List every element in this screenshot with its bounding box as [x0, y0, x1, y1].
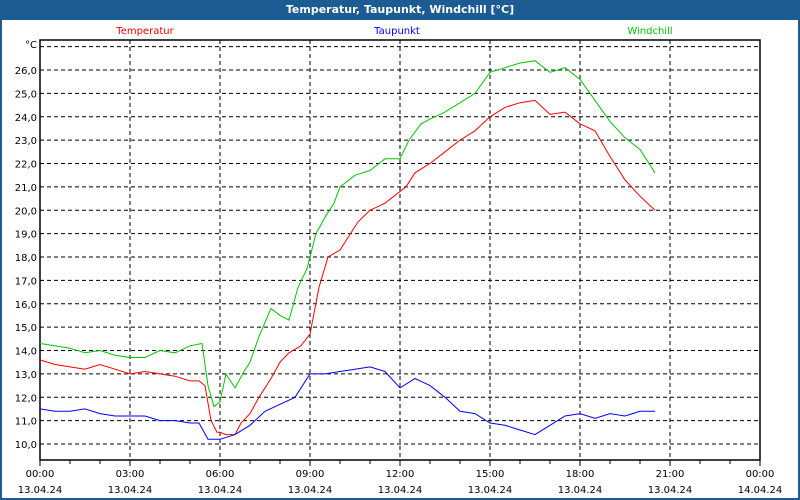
- x-tick-time-label: 09:00: [296, 469, 325, 480]
- x-tick-time-label: 03:00: [116, 469, 145, 480]
- x-tick-date-label: 13.04.24: [198, 485, 243, 496]
- y-tick-label: 21,0: [15, 183, 37, 194]
- x-tick-date-label: 13.04.24: [18, 485, 63, 496]
- y-tick-label: 20,0: [15, 206, 37, 217]
- y-tick-label: 24,0: [15, 113, 37, 124]
- y-tick-label: 15,0: [15, 323, 37, 334]
- y-tick-label: 17,0: [15, 276, 37, 287]
- y-tick-label: 18,0: [15, 253, 37, 264]
- y-tick-label: 22,0: [15, 160, 37, 171]
- y-tick-label: 25,0: [15, 89, 37, 100]
- x-tick-date-label: 13.04.24: [378, 485, 423, 496]
- x-tick-time-label: 18:00: [566, 469, 595, 480]
- x-tick-time-label: 21:00: [656, 469, 685, 480]
- y-tick-label: 13,0: [15, 370, 37, 381]
- series-line-windchill: [39, 60, 656, 408]
- y-tick-label: 10,0: [15, 440, 37, 451]
- y-tick-label: 23,0: [15, 136, 37, 147]
- legend-temperatur: Temperatur: [115, 26, 174, 37]
- x-tick-date-label: 13.04.24: [558, 485, 603, 496]
- x-tick-time-label: 00:00: [746, 469, 775, 480]
- x-tick-date-label: 14.04.24: [738, 485, 783, 496]
- y-tick-label: 12,0: [15, 393, 37, 404]
- y-tick-label: 14,0: [15, 347, 37, 358]
- y-tick-label: 26,0: [15, 66, 37, 77]
- x-tick-date-label: 13.04.24: [468, 485, 513, 496]
- x-tick-date-label: 13.04.24: [648, 485, 693, 496]
- y-tick-label: 11,0: [15, 417, 37, 428]
- legend-taupunkt: Taupunkt: [373, 26, 420, 37]
- x-tick-date-label: 13.04.24: [288, 485, 333, 496]
- window-title: Temperatur, Taupunkt, Windchill [°C]: [285, 3, 515, 16]
- x-tick-time-label: 06:00: [206, 469, 235, 480]
- x-tick-date-label: 13.04.24: [108, 485, 153, 496]
- y-tick-label: 16,0: [15, 300, 37, 311]
- y-tick-label: 19,0: [15, 230, 37, 241]
- x-tick-time-label: 12:00: [386, 469, 415, 480]
- series-line-taupunkt: [39, 366, 655, 440]
- x-tick-time-label: 15:00: [476, 469, 505, 480]
- legend-windchill: Windchill: [627, 26, 672, 37]
- series-line-temperatur: [39, 99, 656, 436]
- x-tick-time-label: 00:00: [26, 469, 55, 480]
- y-axis-unit-label: °C: [25, 40, 37, 51]
